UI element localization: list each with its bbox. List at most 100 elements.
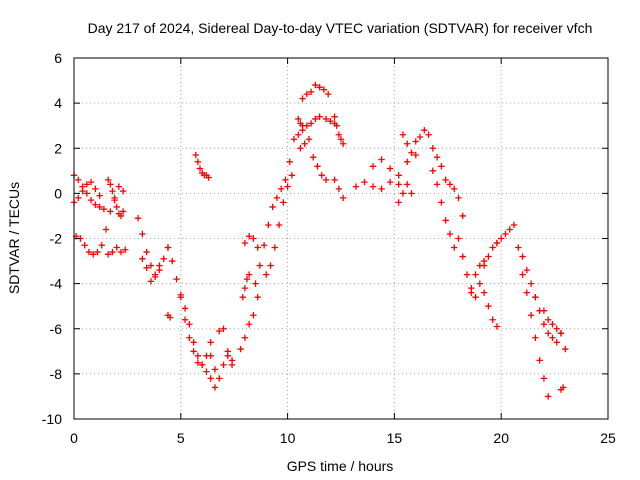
x-tick-label: 10 (280, 430, 296, 446)
series-arc-09 (177, 293, 214, 369)
data-point (536, 357, 543, 364)
data-point (177, 293, 184, 301)
data-point (102, 226, 110, 233)
data-point (553, 339, 560, 346)
data-point (290, 136, 298, 143)
series-arc-23 (322, 115, 338, 127)
x-axis-title: GPS time / hours (287, 458, 394, 474)
data-point (190, 339, 197, 346)
data-point (489, 244, 496, 251)
data-point (250, 235, 257, 242)
series-arc-19 (295, 115, 306, 129)
data-point (523, 266, 531, 274)
series-arc-06 (134, 214, 172, 278)
data-point (117, 212, 125, 220)
data-point (369, 163, 377, 170)
data-point (544, 316, 552, 323)
x-tick-label: 15 (387, 430, 403, 446)
data-point (553, 325, 560, 332)
data-point (239, 293, 246, 301)
y-tick-label: -2 (50, 231, 63, 247)
data-point (271, 244, 278, 251)
data-point (489, 316, 496, 323)
data-point (416, 133, 424, 141)
data-point (260, 242, 268, 249)
data-point (245, 271, 253, 278)
data-point (151, 273, 159, 281)
data-point (288, 172, 296, 179)
data-point (301, 140, 308, 147)
y-tick-label: -10 (42, 411, 62, 427)
data-point (181, 316, 189, 323)
data-point (245, 233, 253, 240)
data-point (318, 172, 325, 179)
data-point (192, 151, 199, 159)
data-point (442, 217, 449, 224)
series-arc-25 (310, 154, 330, 184)
data-point (211, 366, 219, 373)
series-arc-17 (252, 136, 298, 287)
data-point (286, 158, 293, 165)
series-arc-36 (480, 289, 501, 330)
series-arc-42 (557, 384, 567, 393)
data-point (181, 305, 189, 312)
data-point (425, 131, 432, 138)
data-point (532, 334, 539, 341)
data-point (216, 375, 223, 382)
data-point (122, 246, 129, 253)
series-arc-16 (241, 233, 261, 251)
data-point (493, 239, 501, 247)
data-point (320, 86, 328, 93)
series-arc-18 (263, 172, 296, 278)
data-point (337, 136, 345, 143)
data-point (562, 345, 569, 353)
series-arc-37 (493, 221, 518, 247)
data-point (412, 138, 419, 145)
data-point (532, 293, 539, 301)
y-tick-label: -4 (50, 276, 63, 292)
data-point (544, 393, 552, 400)
data-point (316, 84, 323, 91)
series-arc-14 (237, 293, 261, 353)
data-point (263, 271, 270, 278)
data-point (113, 203, 120, 211)
data-point (335, 131, 343, 138)
data-point (220, 325, 227, 332)
data-point (523, 289, 531, 296)
y-tick-label: 4 (54, 95, 62, 111)
data-point (207, 375, 214, 382)
data-point (305, 136, 313, 143)
series-arc-41 (540, 307, 565, 337)
data-point (544, 330, 552, 337)
series-arc-27 (331, 176, 347, 202)
data-point (404, 181, 411, 188)
data-point (399, 190, 407, 197)
data-point (395, 199, 402, 206)
data-point (493, 323, 501, 330)
data-point (519, 253, 526, 260)
data-point (386, 178, 394, 186)
data-point (438, 199, 445, 206)
data-point (322, 176, 330, 184)
data-point (79, 187, 86, 195)
data-point (280, 199, 287, 206)
data-point (92, 185, 99, 193)
data-point (333, 122, 340, 129)
data-point (446, 181, 454, 188)
data-point (194, 158, 202, 165)
data-point (269, 203, 276, 211)
data-point (186, 334, 193, 341)
data-point (94, 248, 101, 256)
data-point (109, 187, 116, 195)
series-arc-31 (395, 181, 415, 206)
data-point (463, 271, 471, 278)
data-point (433, 154, 441, 161)
data-point (90, 251, 97, 258)
y-tick-label: -6 (50, 321, 63, 337)
data-point (282, 176, 289, 184)
series-arc-32 (429, 167, 458, 251)
data-point (421, 127, 428, 134)
x-tick-label: 20 (493, 430, 509, 446)
data-point (324, 90, 332, 98)
data-point (480, 289, 488, 296)
